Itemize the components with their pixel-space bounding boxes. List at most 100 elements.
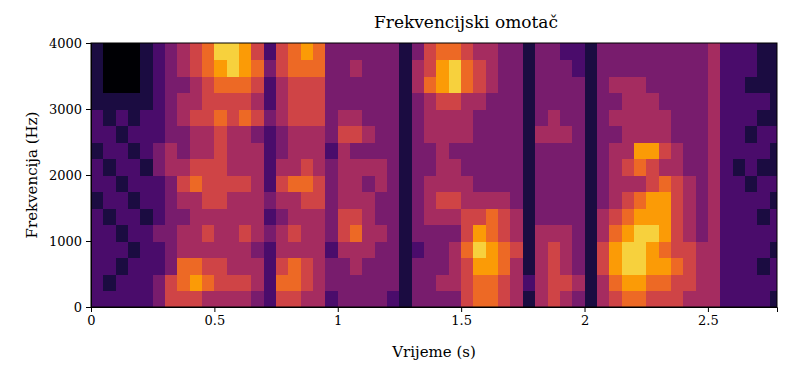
heatmap-cell — [510, 192, 523, 209]
heatmap-cell — [239, 192, 252, 209]
heatmap-cell — [659, 93, 672, 110]
heatmap-cell — [165, 142, 178, 159]
heatmap-cell — [646, 109, 659, 126]
heatmap-cell — [103, 175, 116, 192]
heatmap-cell — [646, 159, 659, 176]
heatmap-cell — [683, 291, 696, 308]
heatmap-cell — [560, 291, 573, 308]
heatmap-cell — [214, 291, 227, 308]
heatmap-cell — [720, 93, 733, 110]
heatmap-cell — [720, 274, 733, 291]
heatmap-cell — [473, 43, 486, 60]
heatmap-cell — [424, 175, 437, 192]
heatmap-cell — [153, 76, 166, 93]
heatmap-cell — [288, 109, 301, 126]
heatmap-cell — [325, 274, 338, 291]
heatmap-cell — [696, 60, 709, 77]
heatmap-cell — [473, 291, 486, 308]
heatmap-cell — [375, 43, 388, 60]
heatmap-cell — [770, 60, 777, 77]
heatmap-cell — [436, 192, 449, 209]
heatmap-cell — [153, 142, 166, 159]
heatmap-cell — [720, 159, 733, 176]
heatmap-cell — [276, 109, 289, 126]
heatmap-cell — [659, 142, 672, 159]
heatmap-cell — [449, 291, 462, 308]
heatmap-cell — [301, 192, 314, 209]
y-tick-label: 3000 — [49, 102, 82, 117]
heatmap-cell — [313, 43, 326, 60]
heatmap-cell — [548, 60, 561, 77]
x-tick: 1.5 — [451, 307, 472, 328]
heatmap-cell — [165, 192, 178, 209]
heatmap-cell — [449, 208, 462, 225]
heatmap-cell — [190, 60, 203, 77]
heatmap-cell — [436, 60, 449, 77]
heatmap-cell — [350, 241, 363, 258]
heatmap-cell — [387, 43, 400, 60]
heatmap-cell — [103, 192, 116, 209]
heatmap-cell — [671, 93, 684, 110]
heatmap-cell — [708, 142, 721, 159]
heatmap-cell — [461, 208, 474, 225]
heatmap-cell — [251, 142, 264, 159]
heatmap-cell — [313, 142, 326, 159]
heatmap-cell — [683, 109, 696, 126]
heatmap-cell — [622, 291, 635, 308]
heatmap-cell — [720, 142, 733, 159]
heatmap-cell — [486, 208, 499, 225]
heatmap-cell — [239, 274, 252, 291]
heatmap-cell — [325, 76, 338, 93]
heatmap-cell — [585, 274, 598, 291]
heatmap-cell — [622, 208, 635, 225]
heatmap-cell — [153, 274, 166, 291]
heatmap-cell — [424, 241, 437, 258]
heatmap-cell — [399, 43, 412, 60]
heatmap-cell — [91, 109, 104, 126]
heatmap-cell — [251, 175, 264, 192]
heatmap-cell — [412, 225, 425, 242]
heatmap-cell — [745, 109, 758, 126]
heatmap-cell — [436, 291, 449, 308]
x-axis-title: Vrijeme (s) — [391, 343, 476, 361]
heatmap-cell — [683, 258, 696, 275]
heatmap-cell — [387, 241, 400, 258]
heatmap-cell — [486, 43, 499, 60]
heatmap-cell — [375, 93, 388, 110]
heatmap-cell — [264, 258, 277, 275]
heatmap-cell — [350, 192, 363, 209]
heatmap-cell — [548, 258, 561, 275]
heatmap-cell — [498, 192, 511, 209]
heatmap-cell — [696, 192, 709, 209]
heatmap-cell — [288, 159, 301, 176]
heatmap-cell — [523, 142, 536, 159]
heatmap-cell — [585, 208, 598, 225]
heatmap-cell — [276, 175, 289, 192]
heatmap-cell — [597, 60, 610, 77]
heatmap-cell — [227, 241, 240, 258]
heatmap-cell — [375, 274, 388, 291]
heatmap-cell — [128, 291, 141, 308]
heatmap-cell — [153, 126, 166, 143]
heatmap-cell — [609, 142, 622, 159]
heatmap-cell — [375, 159, 388, 176]
heatmap-cell — [177, 43, 190, 60]
heatmap-cell — [572, 60, 585, 77]
heatmap-cell — [239, 159, 252, 176]
heatmap-cell — [103, 109, 116, 126]
heatmap-cell — [375, 208, 388, 225]
heatmap-cell — [375, 126, 388, 143]
heatmap-cell — [140, 241, 153, 258]
heatmap-cell — [103, 43, 116, 60]
heatmap-cell — [362, 43, 375, 60]
heatmap-cell — [362, 274, 375, 291]
heatmap-cell — [140, 258, 153, 275]
heatmap-cell — [745, 43, 758, 60]
heatmap-cell — [510, 126, 523, 143]
heatmap-cell — [535, 192, 548, 209]
heatmap-cell — [720, 76, 733, 93]
heatmap-cell — [449, 175, 462, 192]
heatmap-cell — [128, 274, 141, 291]
heatmap-cell — [473, 93, 486, 110]
heatmap-cell — [486, 93, 499, 110]
